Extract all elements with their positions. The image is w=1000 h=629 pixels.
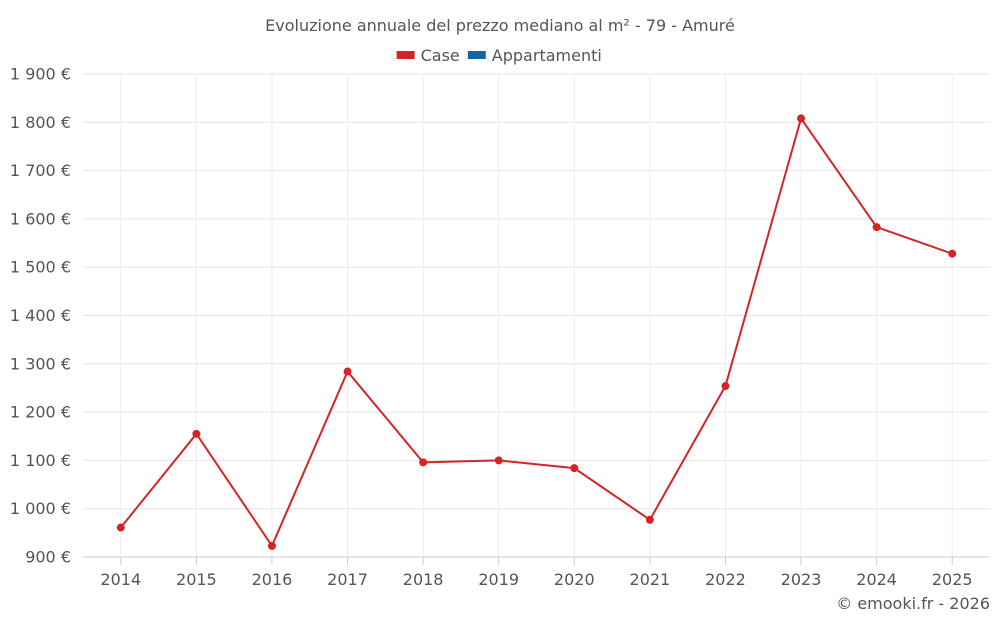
chart-title: Evoluzione annuale del prezzo mediano al… [265, 16, 735, 35]
data-point[interactable] [570, 464, 579, 473]
x-tick-label: 2015 [176, 570, 217, 589]
data-point[interactable] [721, 382, 730, 391]
y-tick-label: 1 600 € [10, 209, 71, 228]
x-tick-label: 2017 [327, 570, 368, 589]
legend-label: Appartamenti [492, 46, 602, 65]
x-axis: 2014 2015 2016 2017 2018 2019 2020 2021 2022 2023… [83, 556, 990, 589]
y-tick-label: 1 300 € [10, 354, 71, 373]
y-axis: 900 € 1 000 € 1 100 € 1 200 € 1 300 € 1 400 €… [10, 65, 71, 567]
credit-text: © emooki.fr - 2026 [836, 594, 990, 613]
data-point[interactable] [419, 458, 428, 467]
data-point[interactable] [797, 114, 806, 123]
x-tick-label: 2016 [252, 570, 293, 589]
x-tick-label: 2025 [932, 570, 973, 589]
x-tick-label: 2014 [100, 570, 141, 589]
legend-swatch [467, 51, 486, 59]
legend-label: Case [421, 46, 460, 65]
legend-item-appartamenti[interactable]: Appartamenti [467, 46, 602, 65]
x-tick-label: 2021 [630, 570, 671, 589]
y-tick-label: 1 900 € [10, 65, 71, 84]
x-tick-label: 2019 [478, 570, 519, 589]
legend-item-case[interactable]: Case [396, 46, 460, 65]
x-tick-label: 2022 [705, 570, 746, 589]
data-point[interactable] [872, 223, 881, 232]
y-tick-label: 1 500 € [10, 258, 71, 277]
legend-swatch [396, 51, 415, 59]
data-point[interactable] [494, 456, 503, 465]
data-point[interactable] [192, 429, 201, 438]
y-tick-label: 900 € [25, 548, 71, 567]
y-tick-label: 1 000 € [10, 499, 71, 518]
legend: Case Appartamenti [396, 46, 602, 65]
data-point[interactable] [343, 367, 352, 376]
data-point[interactable] [267, 541, 276, 550]
y-tick-label: 1 200 € [10, 403, 71, 422]
grid-lines [83, 73, 990, 558]
series-line-case [120, 117, 953, 547]
x-tick-label: 2020 [554, 570, 595, 589]
x-tick-label: 2023 [781, 570, 822, 589]
y-tick-label: 1 400 € [10, 306, 71, 325]
data-point[interactable] [116, 523, 125, 532]
x-tick-label: 2018 [403, 570, 444, 589]
y-tick-label: 1 800 € [10, 113, 71, 132]
data-point[interactable] [948, 249, 957, 258]
data-point[interactable] [645, 515, 654, 524]
series-layer [116, 114, 957, 550]
y-tick-label: 1 100 € [10, 451, 71, 470]
x-tick-label: 2024 [856, 570, 897, 589]
y-tick-label: 1 700 € [10, 161, 71, 180]
